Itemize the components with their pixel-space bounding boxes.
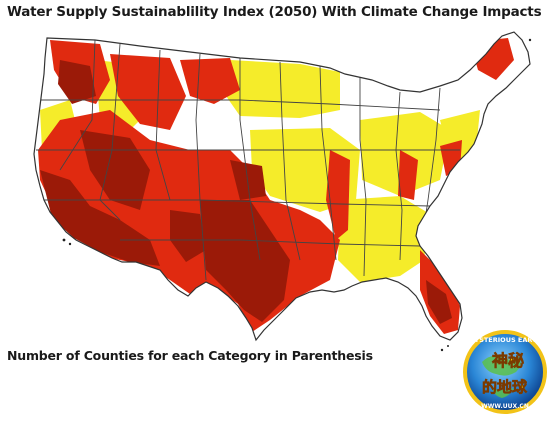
category-caption: Number of Counties for each Category in … — [7, 348, 373, 363]
state-boundaries — [36, 39, 460, 281]
mysterious-earth-logo: MYSTERIOUS EARTH 神秘 的地球 WWW.UUX.CN — [463, 330, 547, 414]
svg-text:神秘: 神秘 — [492, 351, 524, 370]
risk-regions — [36, 38, 514, 334]
map-title: Water Supply Sustainablility Index (2050… — [7, 4, 542, 20]
coastal-islands — [62, 38, 532, 352]
logo-url-text: WWW.UUX.CN — [481, 403, 529, 410]
svg-text:的地球: 的地球 — [482, 378, 528, 396]
logo-top-text: MYSTERIOUS EARTH — [468, 336, 542, 344]
